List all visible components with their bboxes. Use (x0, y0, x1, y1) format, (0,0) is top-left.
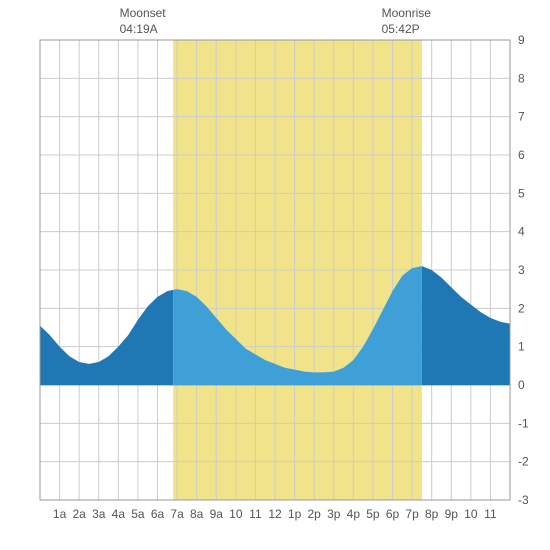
svg-text:3a: 3a (92, 507, 106, 521)
svg-text:0: 0 (518, 378, 525, 392)
svg-text:8: 8 (518, 71, 525, 85)
svg-text:-3: -3 (518, 493, 529, 507)
moonset-label: Moonset (120, 6, 166, 22)
svg-text:4: 4 (518, 225, 525, 239)
svg-text:4a: 4a (112, 507, 126, 521)
svg-text:1: 1 (518, 340, 525, 354)
svg-text:1p: 1p (288, 507, 302, 521)
svg-text:10: 10 (229, 507, 243, 521)
svg-text:-1: -1 (518, 416, 529, 430)
svg-text:3p: 3p (327, 507, 341, 521)
svg-text:-2: -2 (518, 455, 529, 469)
svg-text:3: 3 (518, 263, 525, 277)
svg-text:7: 7 (518, 110, 525, 124)
moonrise-annotation: Moonrise 05:42P (382, 6, 431, 37)
moonrise-time: 05:42P (382, 22, 431, 38)
svg-text:8a: 8a (190, 507, 204, 521)
svg-text:5a: 5a (131, 507, 145, 521)
svg-text:2: 2 (518, 301, 525, 315)
svg-text:5p: 5p (366, 507, 380, 521)
svg-text:10: 10 (464, 507, 478, 521)
svg-text:2a: 2a (72, 507, 86, 521)
moonrise-label: Moonrise (382, 6, 431, 22)
svg-text:5: 5 (518, 186, 525, 200)
svg-text:11: 11 (249, 507, 262, 521)
svg-text:8p: 8p (425, 507, 439, 521)
svg-text:6p: 6p (386, 507, 400, 521)
svg-text:2p: 2p (307, 507, 321, 521)
svg-text:7p: 7p (405, 507, 419, 521)
svg-text:12: 12 (268, 507, 282, 521)
svg-text:9p: 9p (445, 507, 459, 521)
svg-text:7a: 7a (170, 507, 184, 521)
chart-svg: -3-2-101234567891a2a3a4a5a6a7a8a9a101112… (0, 0, 550, 550)
moonset-annotation: Moonset 04:19A (120, 6, 166, 37)
svg-text:6a: 6a (151, 507, 165, 521)
moonset-time: 04:19A (120, 22, 166, 38)
svg-text:11: 11 (484, 507, 497, 521)
tide-chart: -3-2-101234567891a2a3a4a5a6a7a8a9a101112… (0, 0, 550, 550)
svg-text:9a: 9a (210, 507, 224, 521)
svg-text:1a: 1a (53, 507, 67, 521)
svg-text:4p: 4p (347, 507, 361, 521)
svg-text:6: 6 (518, 148, 525, 162)
svg-text:9: 9 (518, 33, 525, 47)
